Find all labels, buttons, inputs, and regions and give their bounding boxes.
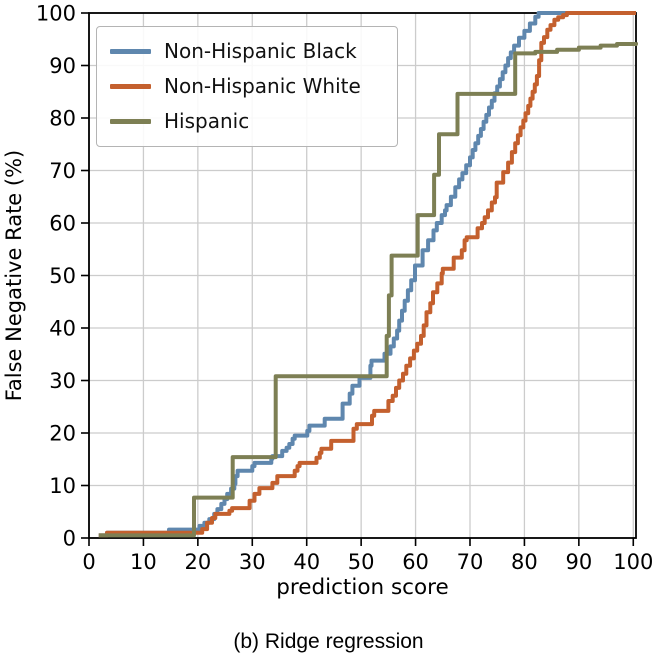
chart-legend: Non-Hispanic Black Non-Hispanic White Hisp… bbox=[96, 26, 398, 147]
legend-item-non-hispanic-black: Non-Hispanic Black bbox=[97, 34, 397, 69]
legend-item-hispanic: Hispanic bbox=[97, 104, 397, 139]
legend-label-non-hispanic-black: Non-Hispanic Black bbox=[164, 38, 357, 63]
legend-label-non-hispanic-white: Non-Hispanic White bbox=[164, 73, 361, 98]
y-tick-label: 60 bbox=[49, 212, 76, 236]
y-tick-label: 10 bbox=[49, 474, 76, 498]
y-tick-label: 100 bbox=[36, 2, 76, 26]
y-tick-label: 80 bbox=[49, 107, 76, 131]
x-tick-label: 20 bbox=[184, 550, 211, 574]
y-tick-label: 20 bbox=[49, 422, 76, 446]
x-axis-label: prediction score bbox=[276, 575, 448, 600]
y-tick-label: 50 bbox=[49, 264, 76, 288]
x-tick-label: 0 bbox=[82, 550, 95, 574]
y-axis-label: False Negative Rate (%) bbox=[2, 150, 26, 401]
x-tick-label: 40 bbox=[293, 550, 320, 574]
series-line-hispanic bbox=[98, 42, 638, 538]
legend-line-swatch-non-hispanic-white bbox=[110, 84, 151, 89]
legend-line-swatch-hispanic bbox=[110, 119, 151, 124]
x-tick-label: 10 bbox=[130, 550, 157, 574]
y-tick-label: 30 bbox=[49, 369, 76, 393]
x-tick-label: 100 bbox=[613, 550, 653, 574]
x-tick-label: 80 bbox=[511, 550, 538, 574]
x-tick-label: 70 bbox=[457, 550, 484, 574]
legend-item-non-hispanic-white: Non-Hispanic White bbox=[97, 69, 397, 104]
y-tick-label: 70 bbox=[49, 159, 76, 183]
figure-caption: (b) Ridge regression bbox=[233, 630, 424, 653]
series-line-non-hispanic-black bbox=[98, 11, 636, 538]
x-tick-label: 90 bbox=[565, 550, 592, 574]
y-tick-label: 40 bbox=[49, 317, 76, 341]
x-tick-label: 60 bbox=[402, 550, 429, 574]
x-tick-label: 50 bbox=[348, 550, 375, 574]
y-tick-label: 0 bbox=[63, 527, 76, 551]
legend-label-hispanic: Hispanic bbox=[164, 108, 250, 133]
plot-area-wrap: 0 10 20 30 40 50 60 70 80 90 100 0 10 20 30 40 50 60 70 80 9… bbox=[2, 2, 653, 601]
legend-line-swatch-non-hispanic-black bbox=[110, 49, 151, 54]
y-tick-label: 90 bbox=[49, 54, 76, 78]
x-tick-label: 30 bbox=[239, 550, 266, 574]
series-line-non-hispanic-white bbox=[98, 11, 636, 538]
